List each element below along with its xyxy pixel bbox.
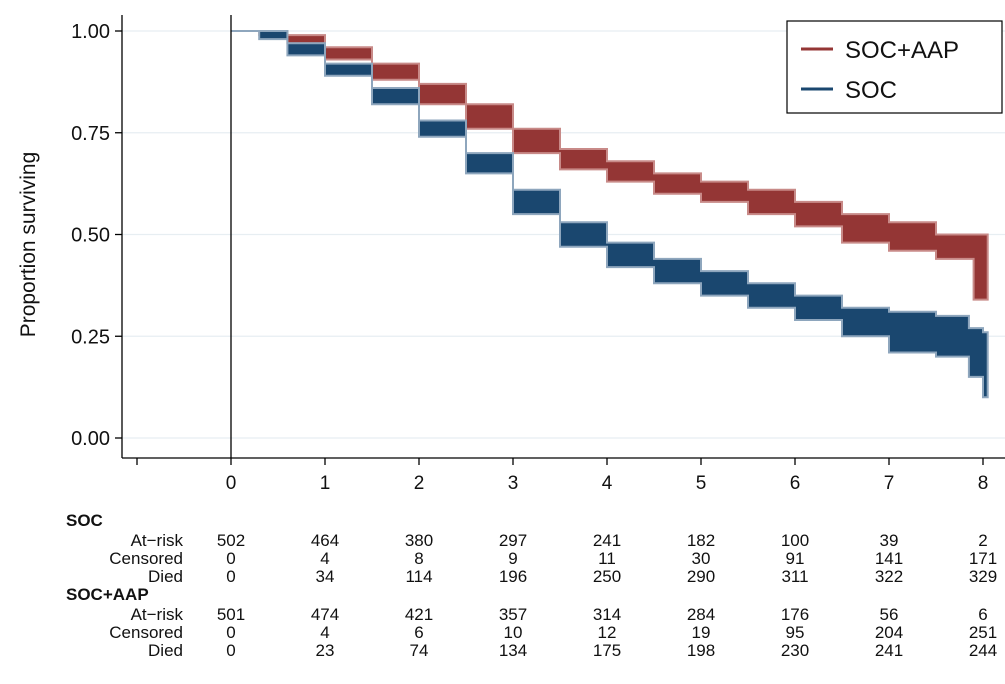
risk-row-label-0-2: Died <box>148 567 183 586</box>
risk-cell-0-0-2: 380 <box>405 531 433 550</box>
risk-cell-0-1-1: 4 <box>320 549 329 568</box>
risk-cell-1-0-7: 56 <box>880 605 899 624</box>
risk-cell-1-0-2: 421 <box>405 605 433 624</box>
risk-cell-0-1-0: 0 <box>226 549 235 568</box>
risk-group-0: SOC <box>66 511 103 530</box>
risk-cell-1-2-8: 244 <box>969 641 997 660</box>
risk-group-1: SOC+AAP <box>66 585 149 604</box>
risk-cell-0-0-8: 2 <box>978 531 987 550</box>
risk-row-label-1-1: Censored <box>109 623 183 642</box>
confidence-bands <box>231 30 989 399</box>
risk-cell-1-1-3: 10 <box>504 623 523 642</box>
risk-row-label-0-0: At−risk <box>131 531 184 550</box>
risk-cell-1-1-5: 19 <box>692 623 711 642</box>
risk-cell-1-2-1: 23 <box>316 641 335 660</box>
risk-cell-1-2-5: 198 <box>687 641 715 660</box>
risk-cell-1-2-3: 134 <box>499 641 527 660</box>
x-tick-label-6: 6 <box>790 473 801 494</box>
risk-cell-1-1-7: 204 <box>875 623 903 642</box>
legend-label-0: SOC+AAP <box>845 37 959 64</box>
risk-cell-1-1-2: 6 <box>414 623 423 642</box>
risk-cell-1-2-6: 230 <box>781 641 809 660</box>
legend-label-1: SOC <box>845 77 897 104</box>
risk-row-label-1-2: Died <box>148 641 183 660</box>
risk-cell-0-2-6: 311 <box>781 567 808 586</box>
y-axis-title: Proportion surviving <box>17 152 40 338</box>
risk-cell-0-2-3: 196 <box>499 567 527 586</box>
x-tick-label-7: 7 <box>884 473 895 494</box>
risk-cell-1-0-4: 314 <box>593 605 621 624</box>
risk-cell-0-0-4: 241 <box>593 531 621 550</box>
risk-cell-0-1-4: 11 <box>598 549 616 568</box>
risk-cell-0-2-7: 322 <box>875 567 903 586</box>
risk-cell-1-1-6: 95 <box>786 623 805 642</box>
risk-cell-1-2-0: 0 <box>226 641 235 660</box>
risk-cell-0-1-3: 9 <box>508 549 517 568</box>
risk-cell-0-0-7: 39 <box>880 531 899 550</box>
risk-cell-0-1-8: 171 <box>969 549 997 568</box>
y-tick-label-4: 1.00 <box>71 21 110 43</box>
risk-cell-0-0-1: 464 <box>311 531 339 550</box>
risk-row-label-0-1: Censored <box>109 549 183 568</box>
x-tick-label-0: 0 <box>226 473 237 494</box>
risk-cell-0-1-7: 141 <box>875 549 903 568</box>
risk-cell-0-1-6: 91 <box>786 549 805 568</box>
x-tick-label-1: 1 <box>320 473 331 494</box>
risk-cell-0-2-0: 0 <box>226 567 235 586</box>
axes: 0.00 0.25 0.50 0.75 1.00 Proportion surviving… <box>17 15 1005 494</box>
risk-row-label-1-0: At−risk <box>131 605 184 624</box>
y-tick-label-2: 0.50 <box>71 225 110 247</box>
x-tick-label-5: 5 <box>696 473 707 494</box>
series-band-soc <box>231 30 989 399</box>
risk-cell-1-2-7: 241 <box>875 641 903 660</box>
risk-cell-0-2-2: 114 <box>405 567 432 586</box>
y-tick-label-0: 0.00 <box>71 428 110 450</box>
x-tick-label-4: 4 <box>602 473 613 494</box>
risk-cell-0-2-1: 34 <box>316 567 335 586</box>
legend: SOC+AAP SOC <box>786 20 1003 114</box>
risk-cell-0-0-5: 182 <box>687 531 715 550</box>
risk-cell-1-2-4: 175 <box>593 641 621 660</box>
risk-cell-1-0-8: 6 <box>978 605 987 624</box>
risk-cell-0-2-5: 290 <box>687 567 715 586</box>
x-tick-label-8: 8 <box>978 473 989 494</box>
y-tick-label-1: 0.25 <box>71 326 110 348</box>
x-tick-label-2: 2 <box>414 473 425 494</box>
y-tick-label-3: 0.75 <box>71 123 110 145</box>
risk-cell-0-0-6: 100 <box>781 531 809 550</box>
series-band-soc-aap <box>231 30 989 301</box>
risk-cell-0-2-8: 329 <box>969 567 997 586</box>
x-tick-label-3: 3 <box>508 473 519 494</box>
risk-cell-0-1-5: 30 <box>692 549 711 568</box>
risk-cell-1-1-0: 0 <box>226 623 235 642</box>
risk-cell-1-1-4: 12 <box>598 623 617 642</box>
risk-cell-1-0-0: 501 <box>217 605 245 624</box>
risk-cell-1-0-5: 284 <box>687 605 715 624</box>
risk-cell-0-2-4: 250 <box>593 567 621 586</box>
risk-cell-1-1-1: 4 <box>320 623 329 642</box>
legend-box <box>786 20 1003 114</box>
risk-cell-1-0-1: 474 <box>311 605 339 624</box>
risk-cell-0-1-2: 8 <box>414 549 423 568</box>
risk-cell-1-0-6: 176 <box>781 605 809 624</box>
risk-cell-1-0-3: 357 <box>499 605 527 624</box>
risk-cell-1-2-2: 74 <box>410 641 429 660</box>
risk-cell-0-0-3: 297 <box>499 531 527 550</box>
risk-cell-1-1-8: 251 <box>969 623 997 642</box>
risk-cell-0-0-0: 502 <box>217 531 245 550</box>
